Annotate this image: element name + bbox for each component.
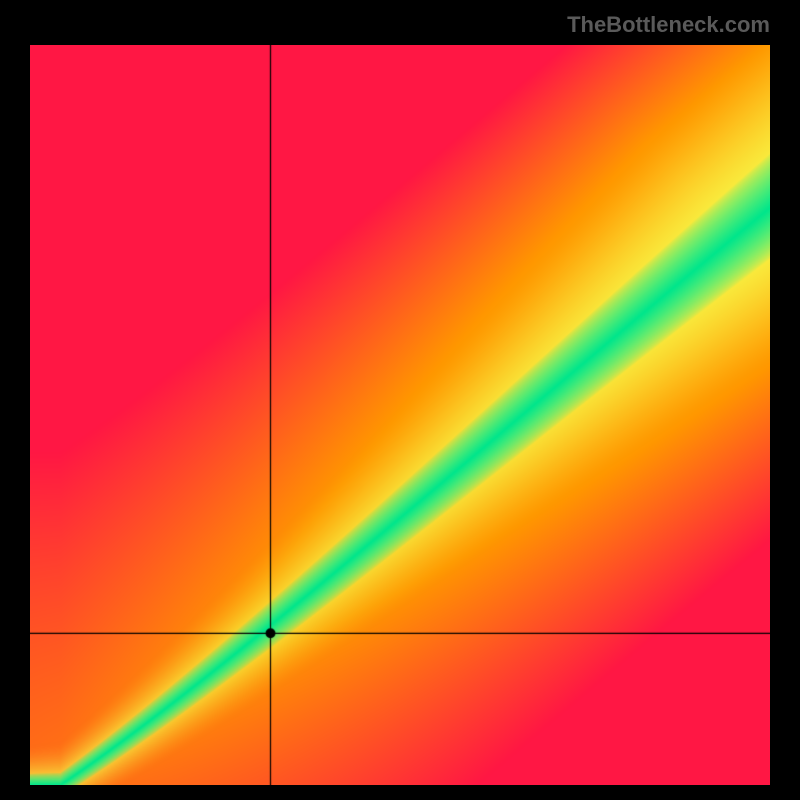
chart-container: TheBottleneck.com <box>0 0 800 800</box>
watermark-text: TheBottleneck.com <box>567 12 770 38</box>
bottleneck-heatmap <box>30 45 770 785</box>
